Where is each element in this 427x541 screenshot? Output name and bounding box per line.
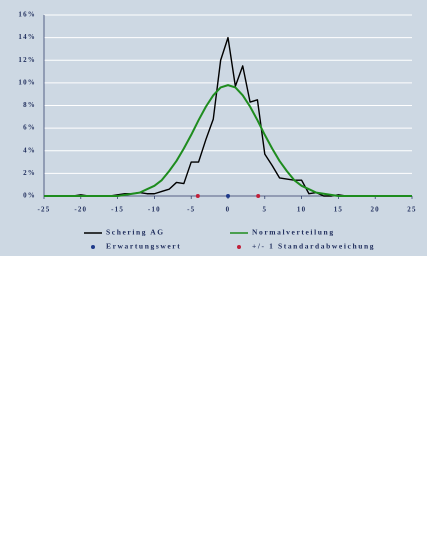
y-tick-label: 14% [18,33,36,41]
y-tick-label: 10% [18,78,36,86]
y-tick-label: 16% [18,11,36,19]
x-tick-label: 5 [262,206,267,214]
legend-label: Schering AG [106,228,165,237]
legend-label: Erwartungswert [106,242,181,251]
data-point [195,194,200,198]
x-tick-label: 0 [226,206,231,214]
legend-label: +/- 1 Standardabweichung [252,242,375,251]
legend-label: Normalverteilung [252,228,335,237]
legend-swatch [237,245,241,249]
y-tick-label: 2% [23,169,36,177]
x-tick-label: -15 [111,206,124,214]
y-tick-label: 4% [23,146,36,154]
x-tick-label: -20 [74,206,87,214]
y-tick-label: 0% [23,192,36,200]
x-tick-label: 10 [297,206,306,214]
data-point [256,194,261,198]
y-tick-label: 8% [23,101,36,109]
x-tick-label: -5 [187,206,195,214]
x-tick-label: 25 [407,206,416,214]
x-tick-label: 20 [370,206,379,214]
x-tick-label: -10 [148,206,161,214]
y-tick-label: 12% [18,56,36,64]
y-tick-label: 6% [23,124,36,132]
data-point [226,194,230,198]
x-tick-label: -25 [38,206,51,214]
data-line [44,84,412,197]
legend-swatch [91,245,95,249]
x-tick-label: 15 [334,206,343,214]
